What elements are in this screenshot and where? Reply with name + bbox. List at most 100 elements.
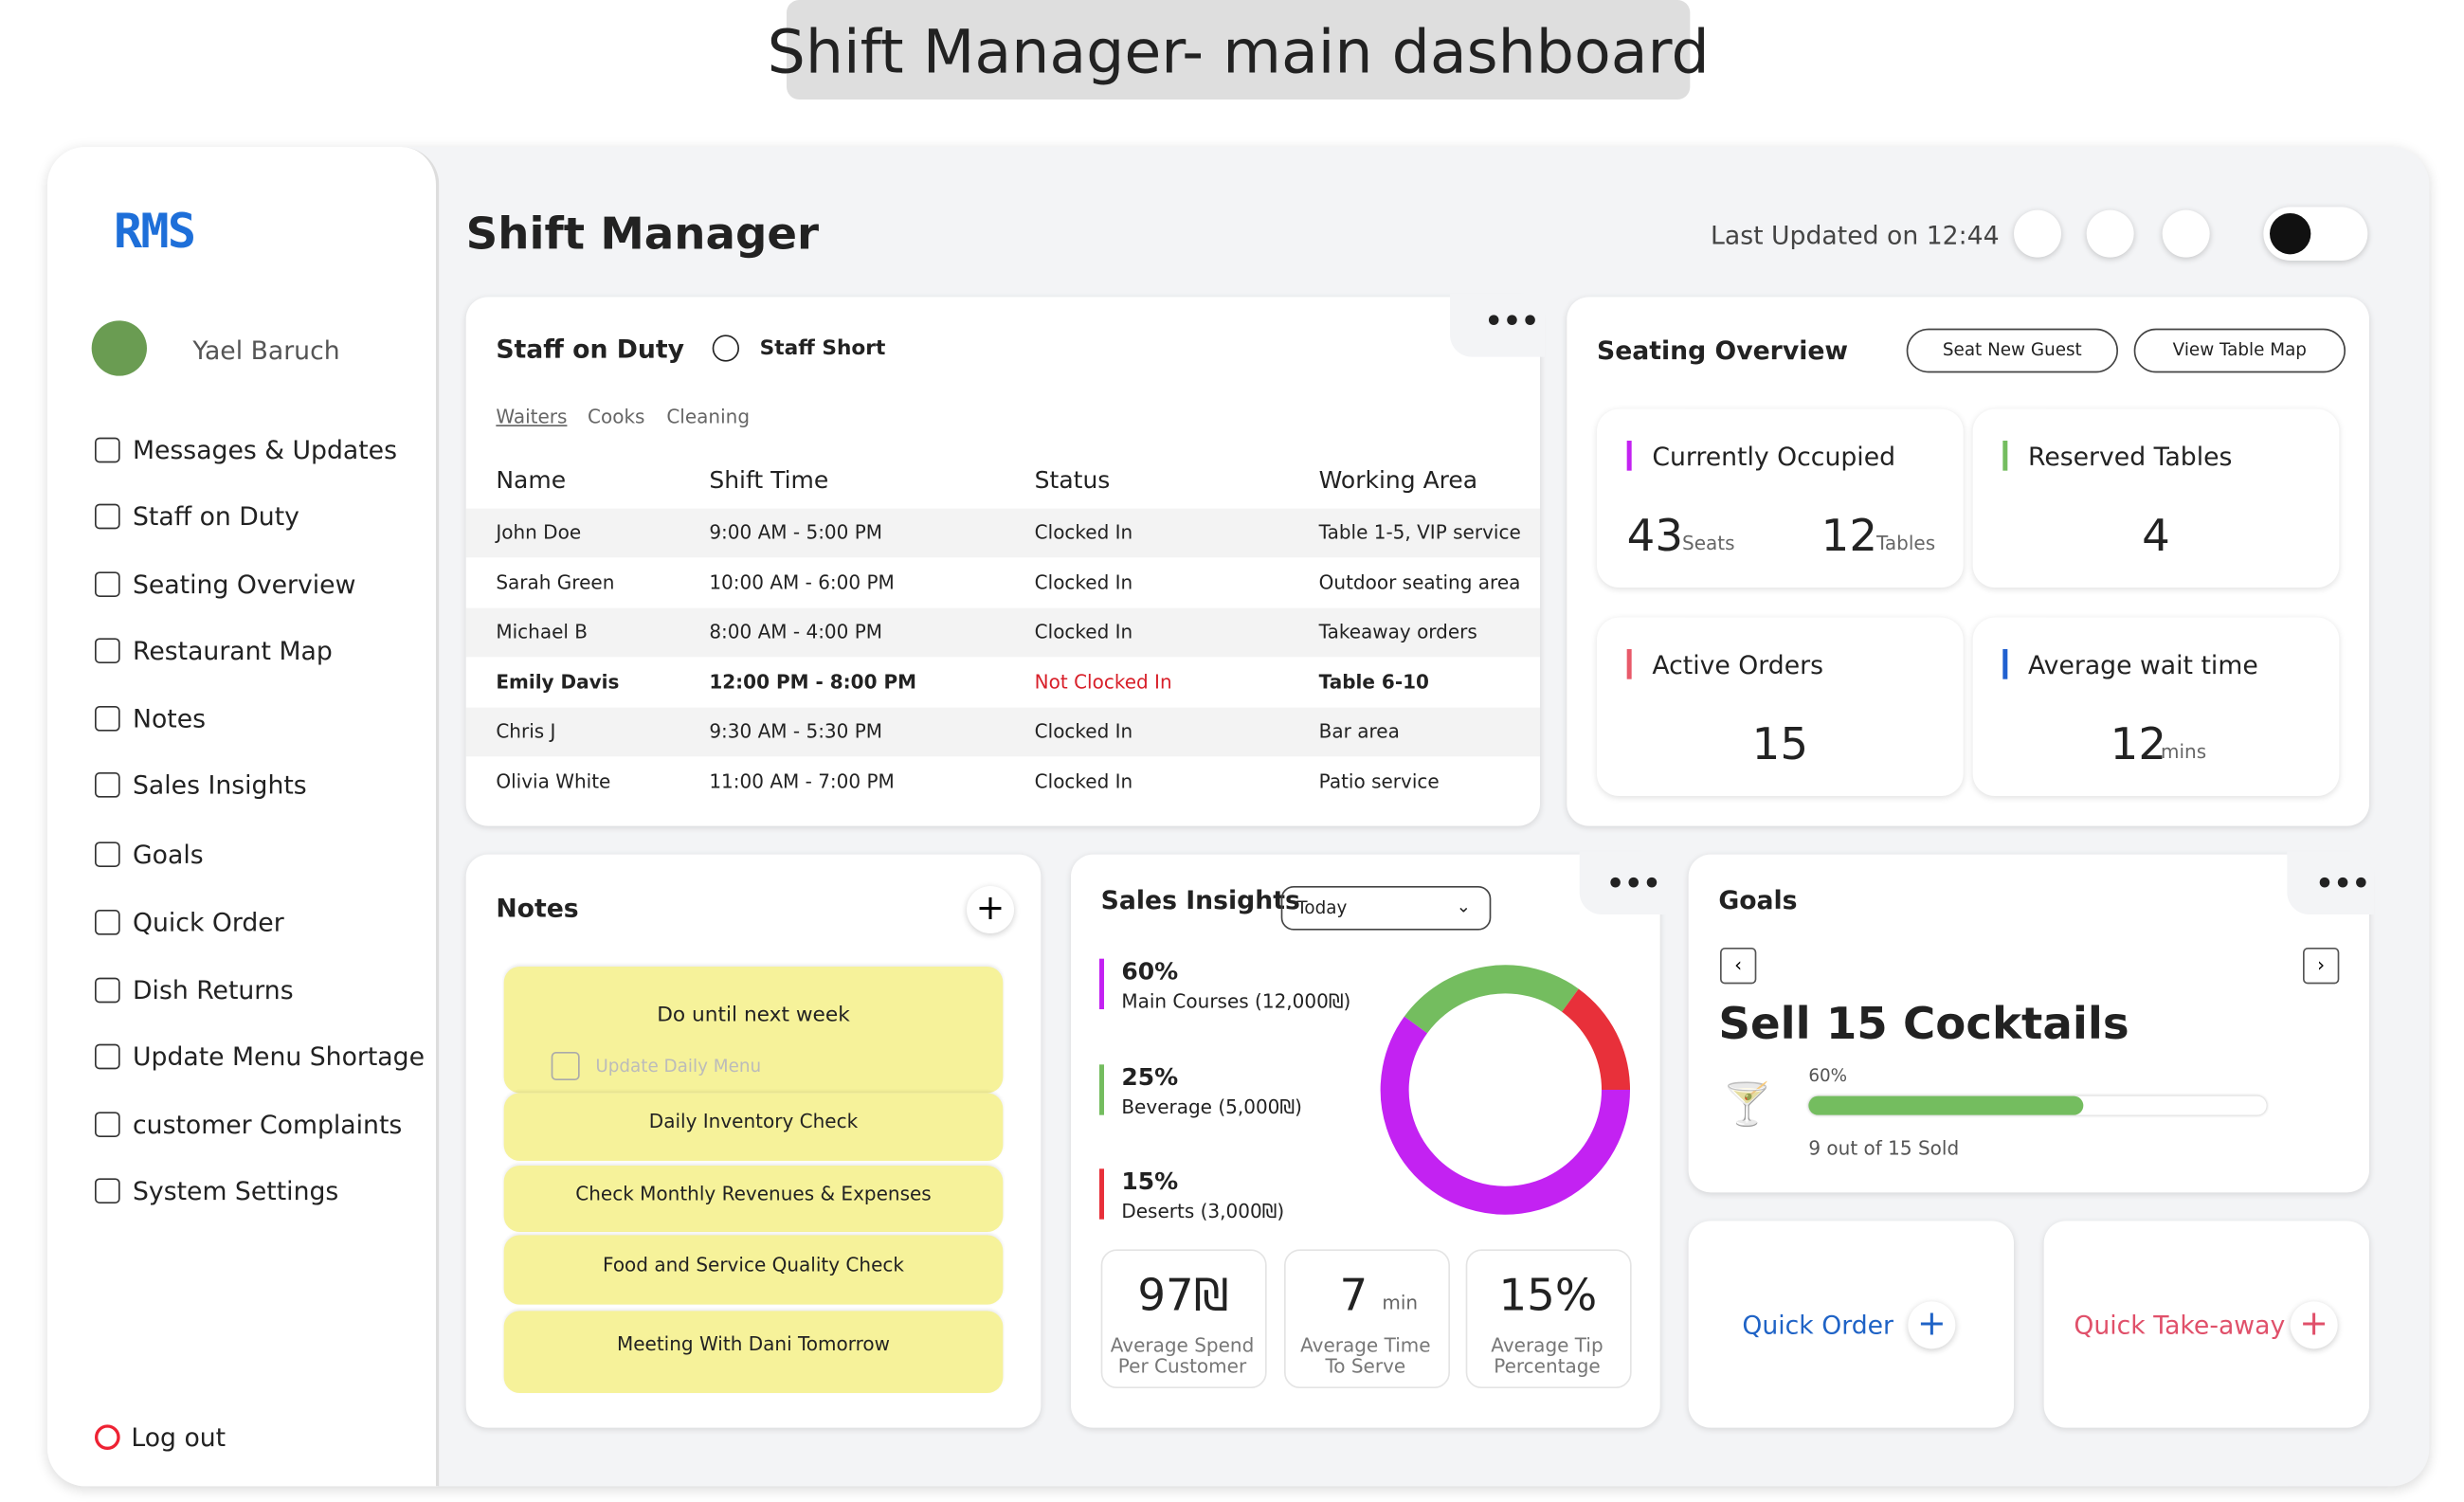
nav-item[interactable]: System Settings — [133, 1175, 339, 1206]
mail-button[interactable] — [2086, 209, 2134, 258]
table-map-button[interactable]: View Table Map — [2133, 328, 2346, 373]
nav-item[interactable]: Restaurant Map — [133, 635, 333, 666]
stat-value: 97₪ — [1137, 1269, 1229, 1322]
seats-value: 43 — [1626, 509, 1684, 562]
note-item: Check Monthly Revenues & Expenses — [575, 1183, 932, 1205]
nav-item[interactable]: Quick Order — [133, 907, 284, 938]
table-cell: Table 1-5, VIP service — [1318, 521, 1521, 544]
table-cell: Clocked In — [1034, 769, 1133, 792]
dropdown-arrow[interactable]: ⌄ — [1456, 896, 1472, 917]
orders-card — [1597, 617, 1964, 797]
progress-label: 60% — [1808, 1065, 1848, 1086]
sticky-note — [503, 1235, 1004, 1305]
row-shade — [465, 606, 1541, 657]
nav-item[interactable]: Sales Insights — [133, 769, 307, 801]
row-shade — [465, 507, 1541, 557]
quick-takeaway[interactable]: Quick Take-away — [2074, 1310, 2286, 1341]
staff-tab[interactable]: Cleaning — [666, 406, 751, 428]
nav-item[interactable]: Staff on Duty — [133, 501, 299, 532]
period-value[interactable]: Today — [1296, 897, 1348, 919]
note-item: Meeting With Dani Tomorrow — [616, 1332, 891, 1356]
occupied-card — [1597, 408, 1964, 588]
goals-card — [1688, 854, 2370, 1193]
goal-sold: 9 out of 15 Sold — [1808, 1137, 1960, 1160]
orders-value: 15 — [1751, 717, 1809, 770]
next-goal[interactable]: › — [2303, 948, 2340, 985]
stat-label: Average Spend Per Customer — [1110, 1334, 1255, 1378]
legend-bar — [1099, 1168, 1105, 1220]
home-button[interactable] — [2014, 209, 2062, 258]
seat-guest-button[interactable]: Seat New Guest — [1906, 328, 2119, 373]
table-cell: 11:00 AM - 7:00 PM — [709, 769, 895, 792]
note-title: Do until next week — [657, 1004, 850, 1028]
tables-unit: Tables — [1876, 532, 1936, 555]
nav-icon — [95, 571, 120, 598]
alert-icon — [712, 335, 740, 362]
nav-icon — [95, 977, 120, 1004]
nav-icon — [95, 638, 120, 664]
table-cell: John Doe — [496, 521, 582, 544]
tables-value: 12 — [1821, 509, 1878, 562]
notes-title: Notes — [496, 893, 579, 924]
note-checkbox[interactable] — [551, 1052, 580, 1081]
staff-alert: Staff Short — [759, 336, 886, 361]
table-cell: Table 6-10 — [1318, 670, 1429, 693]
segment-name: Deserts (3,000₪) — [1121, 1200, 1285, 1223]
nav-icon — [95, 1178, 120, 1204]
accent — [2002, 441, 2008, 471]
stat-value: 7 — [1339, 1269, 1368, 1322]
quick-order-card[interactable] — [1688, 1221, 2015, 1428]
stat-label: Average Time To Serve — [1300, 1334, 1431, 1378]
nav-icon — [95, 706, 120, 732]
card-notch — [2287, 851, 2375, 915]
nav-icon — [95, 772, 120, 798]
table-cell: Olivia White — [496, 769, 611, 792]
reserved-card — [1972, 408, 2340, 588]
refresh-button[interactable] — [2162, 209, 2210, 258]
logout[interactable]: Log out — [131, 1421, 226, 1453]
table-cell: 10:00 AM - 6:00 PM — [709, 570, 895, 593]
more-menu[interactable]: ••• — [1484, 305, 1540, 339]
add-note[interactable]: + — [967, 886, 1015, 934]
nav-item[interactable]: customer Complaints — [133, 1109, 403, 1140]
stat-label: Average Tip Percentage — [1491, 1334, 1603, 1378]
note-item: Food and Service Quality Check — [603, 1254, 904, 1276]
staff-tab[interactable]: Waiters — [496, 406, 568, 428]
table-cell: Clocked In — [1034, 570, 1133, 593]
more-menu[interactable]: ••• — [2315, 867, 2370, 901]
table-cell: 12:00 PM - 8:00 PM — [709, 670, 917, 693]
column-header: Status — [1034, 465, 1111, 495]
prev-goal[interactable]: ‹ — [1720, 948, 1757, 985]
nav-icon — [95, 503, 120, 530]
more-menu[interactable]: ••• — [1606, 867, 1661, 901]
nav-item[interactable]: Dish Returns — [133, 975, 294, 1005]
wait-value: 12 — [2110, 717, 2167, 770]
quick-takeaway-add[interactable]: + — [2290, 1301, 2338, 1349]
light-mode[interactable] — [2270, 213, 2311, 255]
table-cell: Emily Davis — [496, 670, 620, 693]
page-header: Shift Manager- main dashboard — [767, 17, 1710, 87]
quick-order-add[interactable]: + — [1908, 1301, 1956, 1349]
nav-item[interactable]: Update Menu Shortage — [133, 1041, 425, 1072]
table-cell: Chris J — [496, 720, 556, 743]
table-cell: Clocked In — [1034, 621, 1133, 643]
card-notch — [1450, 294, 1546, 357]
table-cell: Not Clocked In — [1034, 670, 1172, 693]
period-select[interactable] — [1280, 886, 1492, 931]
wait-card — [1972, 617, 2340, 797]
accent — [2002, 649, 2008, 679]
nav-item[interactable]: Goals — [133, 839, 204, 870]
goal-text: Sell 15 Cocktails — [1718, 997, 2129, 1050]
nav-item[interactable]: Seating Overview — [133, 569, 356, 600]
nav-item[interactable]: Notes — [133, 703, 207, 734]
note-task: Update Daily Menu — [595, 1056, 762, 1077]
table-cell: Patio service — [1318, 769, 1440, 792]
sticky-note — [503, 1166, 1004, 1233]
sticky-note — [503, 1311, 1004, 1394]
nav-item[interactable]: Messages & Updates — [133, 435, 397, 465]
staff-tab[interactable]: Cooks — [588, 406, 645, 428]
quick-order[interactable]: Quick Order — [1742, 1310, 1893, 1341]
logout-icon — [95, 1424, 120, 1451]
card-label: Reserved Tables — [2028, 441, 2233, 472]
